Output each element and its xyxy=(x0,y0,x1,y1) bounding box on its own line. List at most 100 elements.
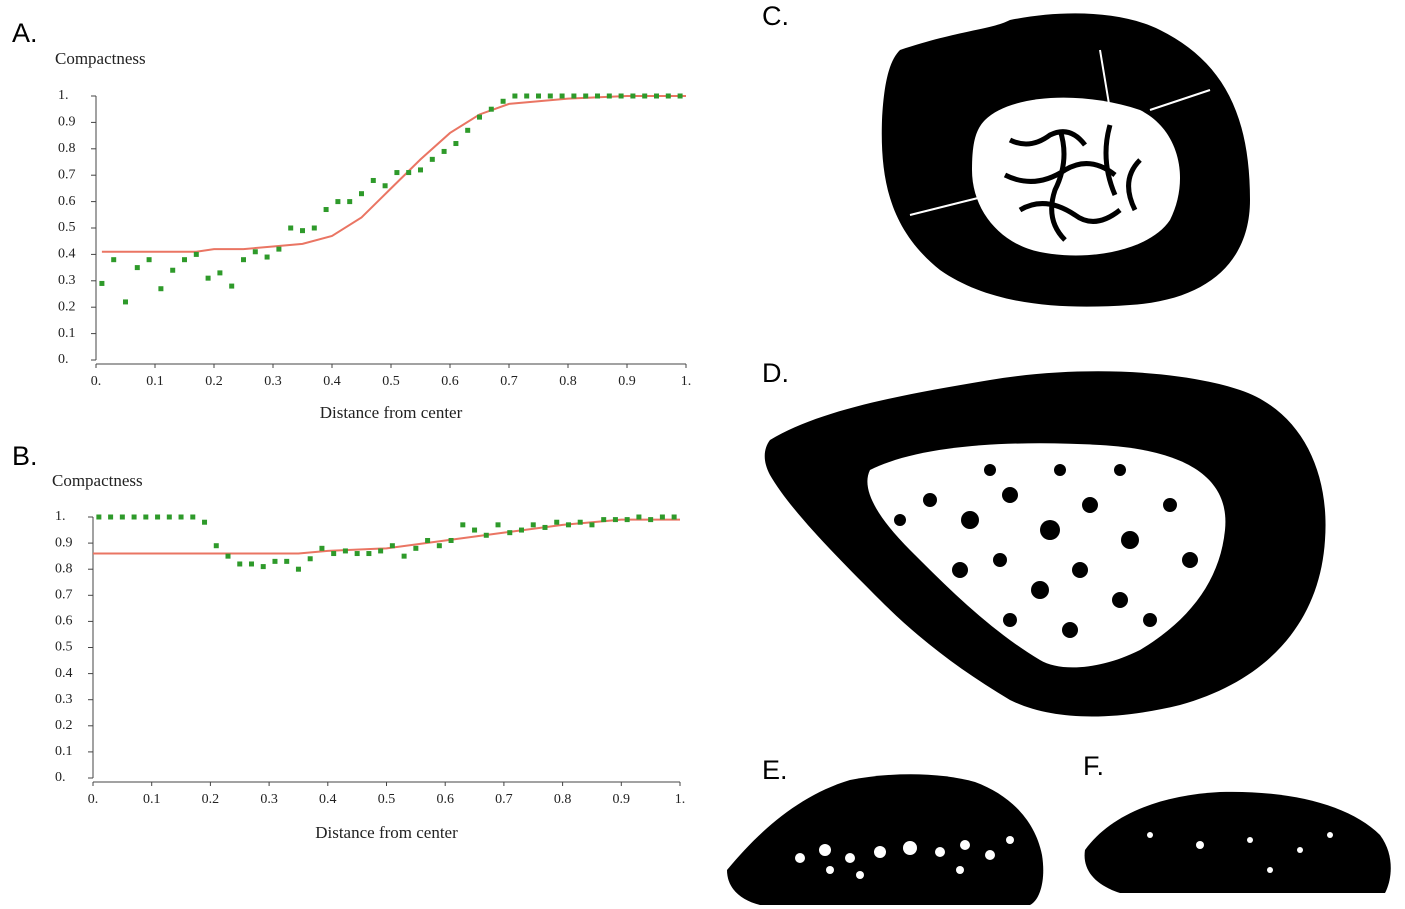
data-point xyxy=(677,93,683,99)
y-tick-label: 0.6 xyxy=(55,614,73,629)
data-point xyxy=(225,553,231,559)
data-point xyxy=(601,517,607,523)
data-point xyxy=(260,564,266,570)
data-point xyxy=(488,106,494,112)
x-tick-label: 0.3 xyxy=(260,792,278,807)
data-point xyxy=(347,199,353,205)
y-tick-label: 0.4 xyxy=(55,666,73,681)
y-tick-label: 0.1 xyxy=(58,326,76,341)
data-point xyxy=(595,93,600,99)
data-point xyxy=(272,558,278,564)
data-point xyxy=(460,522,466,528)
x-axis-label: Distance from center xyxy=(320,403,463,422)
y-tick-label: 0. xyxy=(55,770,66,785)
data-point xyxy=(606,93,612,99)
data-point xyxy=(425,537,431,543)
data-point xyxy=(654,93,659,99)
data-point xyxy=(636,514,642,520)
y-tick-label: 0.7 xyxy=(58,167,76,182)
data-point xyxy=(630,93,636,99)
data-point xyxy=(370,177,376,183)
y-tick-label: 0.8 xyxy=(58,141,76,156)
data-point xyxy=(465,127,471,133)
data-point xyxy=(170,267,176,273)
data-point xyxy=(671,514,677,520)
y-tick-label: 0.5 xyxy=(58,220,76,235)
data-point xyxy=(642,93,648,99)
data-point xyxy=(406,170,412,176)
data-point xyxy=(295,566,301,572)
data-point xyxy=(131,514,137,520)
data-point xyxy=(248,561,254,567)
data-point xyxy=(342,548,348,554)
data-point xyxy=(441,148,447,154)
y-axis-label: Compactness xyxy=(55,49,146,68)
data-point xyxy=(354,551,360,557)
data-point xyxy=(205,275,211,281)
y-tick-label: 0.1 xyxy=(55,744,73,759)
data-point xyxy=(648,517,654,523)
data-point xyxy=(530,522,536,528)
panel-label: E. xyxy=(762,755,788,785)
panel-label: C. xyxy=(762,1,789,31)
data-point xyxy=(335,199,341,205)
data-point xyxy=(389,543,395,549)
data-point xyxy=(659,514,665,520)
x-tick-label: 0.9 xyxy=(618,374,636,389)
data-point xyxy=(618,93,624,99)
x-tick-label: 0.1 xyxy=(143,792,161,807)
data-point xyxy=(300,228,305,234)
data-point xyxy=(359,191,364,197)
data-point xyxy=(323,207,329,213)
data-point xyxy=(665,93,671,99)
data-point xyxy=(453,141,459,147)
data-point xyxy=(418,167,423,173)
x-tick-label: 0.5 xyxy=(378,792,396,807)
data-point xyxy=(577,519,583,525)
y-tick-label: 0.8 xyxy=(55,561,73,576)
data-point xyxy=(583,93,589,99)
y-tick-label: 0. xyxy=(58,352,69,367)
x-tick-label: 0.3 xyxy=(264,374,282,389)
data-point xyxy=(589,522,595,528)
data-point xyxy=(554,519,560,525)
data-point xyxy=(111,257,117,263)
data-point xyxy=(413,545,419,551)
data-point xyxy=(519,527,525,533)
panel-label: B. xyxy=(12,441,38,471)
y-axis-label: Compactness xyxy=(52,471,143,490)
y-tick-label: 0.5 xyxy=(55,640,73,655)
data-point xyxy=(284,558,290,564)
data-point xyxy=(429,156,435,162)
data-point xyxy=(237,561,243,567)
data-point xyxy=(331,551,337,557)
data-point xyxy=(483,532,489,538)
panel-label: D. xyxy=(762,358,789,388)
data-point xyxy=(143,514,149,520)
data-point xyxy=(382,183,388,189)
x-tick-label: 0.4 xyxy=(319,792,337,807)
x-tick-label: 0.4 xyxy=(323,374,341,389)
data-point xyxy=(229,283,235,289)
data-point xyxy=(241,257,246,263)
y-tick-label: 0.9 xyxy=(55,535,73,550)
x-tick-label: 0. xyxy=(88,792,99,807)
data-point xyxy=(96,514,102,520)
y-tick-label: 0.7 xyxy=(55,588,73,603)
data-point xyxy=(366,551,372,557)
panel-label: F. xyxy=(1083,751,1104,781)
data-point xyxy=(571,93,577,99)
x-tick-label: 1. xyxy=(675,792,686,807)
data-point xyxy=(288,225,294,231)
data-point xyxy=(134,265,140,271)
data-point xyxy=(213,543,219,549)
x-tick-label: 0.5 xyxy=(382,374,400,389)
data-point xyxy=(264,254,270,260)
data-point xyxy=(500,98,506,104)
data-point xyxy=(155,514,161,520)
y-tick-label: 0.6 xyxy=(58,194,76,209)
data-point xyxy=(311,225,317,231)
y-tick-label: 0.3 xyxy=(58,273,76,288)
y-tick-label: 0.9 xyxy=(58,115,76,130)
